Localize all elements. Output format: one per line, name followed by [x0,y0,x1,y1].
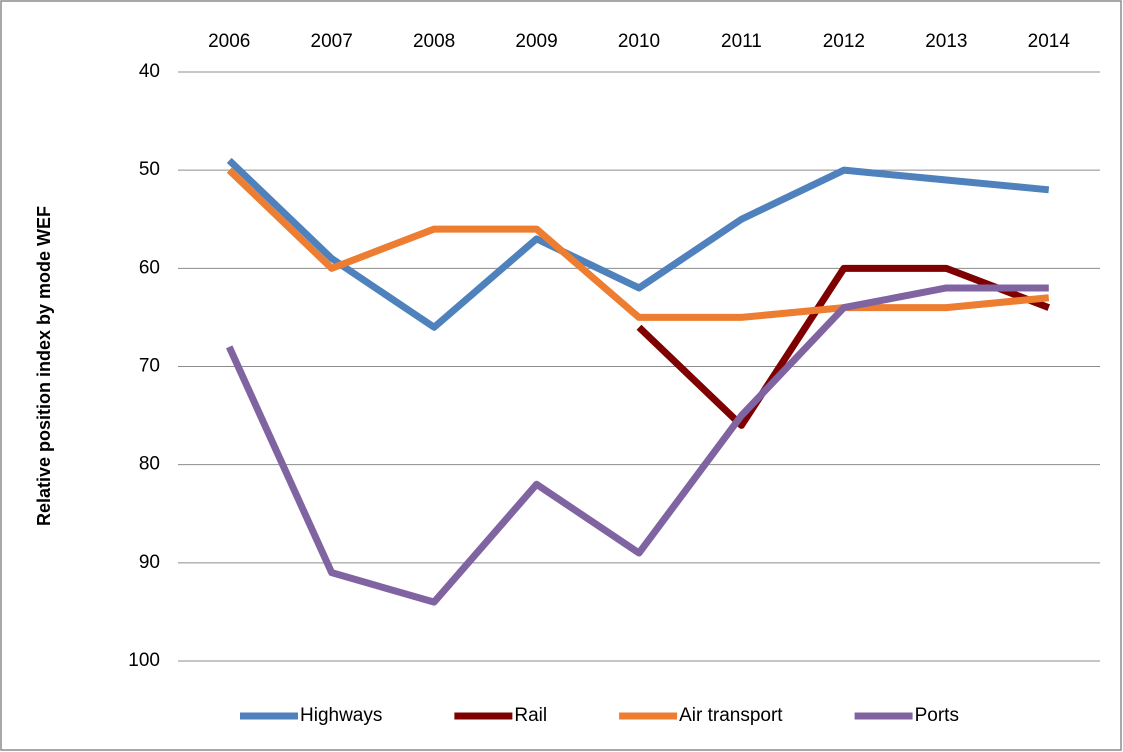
series-line [226,284,1049,606]
x-tick-label: 2007 [311,31,353,52]
x-tick-label: 2008 [413,31,455,52]
y-tick-label: 60 [139,257,160,278]
legend-label: Highways [300,705,382,726]
x-tick-label: 2009 [515,31,557,52]
y-tick-label: 40 [139,61,160,82]
series-line [636,264,1051,429]
x-tick-label: 2013 [925,31,967,52]
legend-label: Rail [514,705,547,726]
y-tick-label: 80 [139,454,160,475]
x-tick-label: 2006 [208,31,250,52]
series-line [226,157,1050,331]
legend-label: Ports [915,705,959,726]
y-tick-label: 70 [139,356,160,377]
x-tick-label: 2014 [1028,31,1071,52]
x-tick-label: 2012 [823,31,865,52]
legend-label: Air transport [679,705,783,726]
y-tick-label: 100 [128,650,160,671]
y-tick-label: 50 [139,159,160,180]
x-tick-label: 2011 [721,31,762,52]
y-tick-label: 90 [139,552,160,573]
y-axis-label: Relative position index by mode WEF [34,206,54,526]
series-line [226,167,1050,321]
x-tick-label: 2010 [618,31,660,52]
